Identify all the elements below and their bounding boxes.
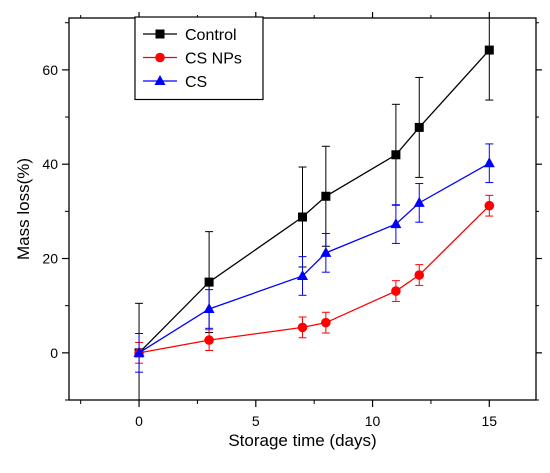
series-line-cs-nps — [138, 205, 490, 354]
plot-frame — [68, 17, 537, 401]
data-point — [298, 212, 307, 222]
data-point — [414, 122, 424, 132]
y-axis-title: Mass loss(%) — [14, 158, 33, 260]
data-point — [297, 322, 308, 333]
y-tick-label: 60 — [42, 62, 58, 78]
data-point — [321, 191, 331, 201]
data-point — [483, 157, 495, 168]
x-tick-label: 15 — [482, 413, 498, 429]
data-point — [320, 246, 332, 257]
data-point — [484, 45, 494, 55]
data-point — [391, 286, 401, 296]
axes: 0 5 10 15 0 20 40 60 — [42, 12, 542, 429]
y-tick-label: 20 — [42, 251, 58, 267]
data-point — [414, 270, 425, 280]
legend-marker-control — [155, 29, 165, 39]
legend-label-control: Control — [185, 27, 237, 44]
series-cs — [133, 143, 495, 373]
data-point — [297, 269, 308, 280]
data-point — [204, 277, 214, 287]
legend-label-cs: CS — [185, 74, 207, 91]
data-point — [204, 335, 214, 345]
series-cs-nps — [134, 194, 495, 364]
legend-marker-cs-nps — [155, 52, 165, 63]
legend: Control CS NPs CS — [134, 16, 264, 101]
data-point — [484, 200, 495, 211]
data-point — [203, 302, 215, 313]
y-tick-label: 40 — [42, 156, 58, 172]
data-point — [391, 150, 401, 160]
x-tick-label: 5 — [252, 413, 260, 429]
data-point — [321, 317, 331, 328]
data-point — [133, 346, 145, 357]
y-tick-label: 0 — [50, 345, 58, 361]
data-point — [413, 196, 425, 207]
x-tick-label: 0 — [135, 413, 143, 429]
legend-label-cs-nps: CS NPs — [185, 51, 242, 68]
legend-marker-cs — [154, 75, 166, 85]
x-axis-title: Storage time (days) — [228, 431, 376, 450]
data-point — [390, 218, 402, 229]
x-tick-label: 10 — [365, 413, 381, 429]
series-layer — [133, 18, 495, 400]
